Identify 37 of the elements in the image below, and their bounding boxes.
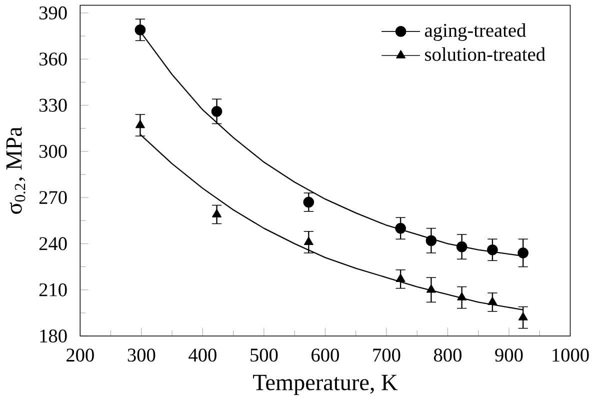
x-tick-label: 800 xyxy=(434,348,462,362)
point xyxy=(456,241,468,252)
point xyxy=(426,284,436,293)
x-tick-label: 900 xyxy=(495,348,523,362)
point xyxy=(212,208,222,218)
x-tick-label: 600 xyxy=(312,348,339,362)
y-tick-label: 330 xyxy=(40,98,67,112)
point xyxy=(396,273,406,282)
point xyxy=(134,24,146,36)
point xyxy=(518,312,528,320)
point xyxy=(457,292,467,300)
point xyxy=(304,236,314,245)
y-tick-label: 180 xyxy=(40,329,67,342)
x-axis-title: Temperature, K xyxy=(253,374,398,395)
x-tick-label: 300 xyxy=(128,348,156,362)
y-tick-label: 240 xyxy=(39,236,67,250)
point xyxy=(303,196,314,208)
x-tick-label: 400 xyxy=(188,348,216,362)
y-tick-label: 300 xyxy=(40,144,67,158)
point xyxy=(426,234,437,246)
legend-label: solution-treated xyxy=(425,47,546,61)
legend-label: aging-treated xyxy=(424,23,526,41)
x-tick-label: 500 xyxy=(250,348,278,362)
point xyxy=(518,247,528,258)
point xyxy=(211,106,222,117)
y-tick-label: 390 xyxy=(40,6,67,20)
y-axis-title: σ$_{0.2}$, MPa xyxy=(6,126,26,214)
y-tick-label: 270 xyxy=(39,190,67,204)
point xyxy=(488,296,498,305)
point xyxy=(395,222,406,234)
point xyxy=(487,244,498,256)
y-tick-label: 210 xyxy=(39,283,67,296)
x-tick-label: 700 xyxy=(373,348,400,362)
point xyxy=(135,120,145,128)
y-tick-label: 360 xyxy=(40,52,67,66)
x-tick-label: 1000 xyxy=(552,348,589,362)
x-tick-label: 200 xyxy=(66,348,94,362)
